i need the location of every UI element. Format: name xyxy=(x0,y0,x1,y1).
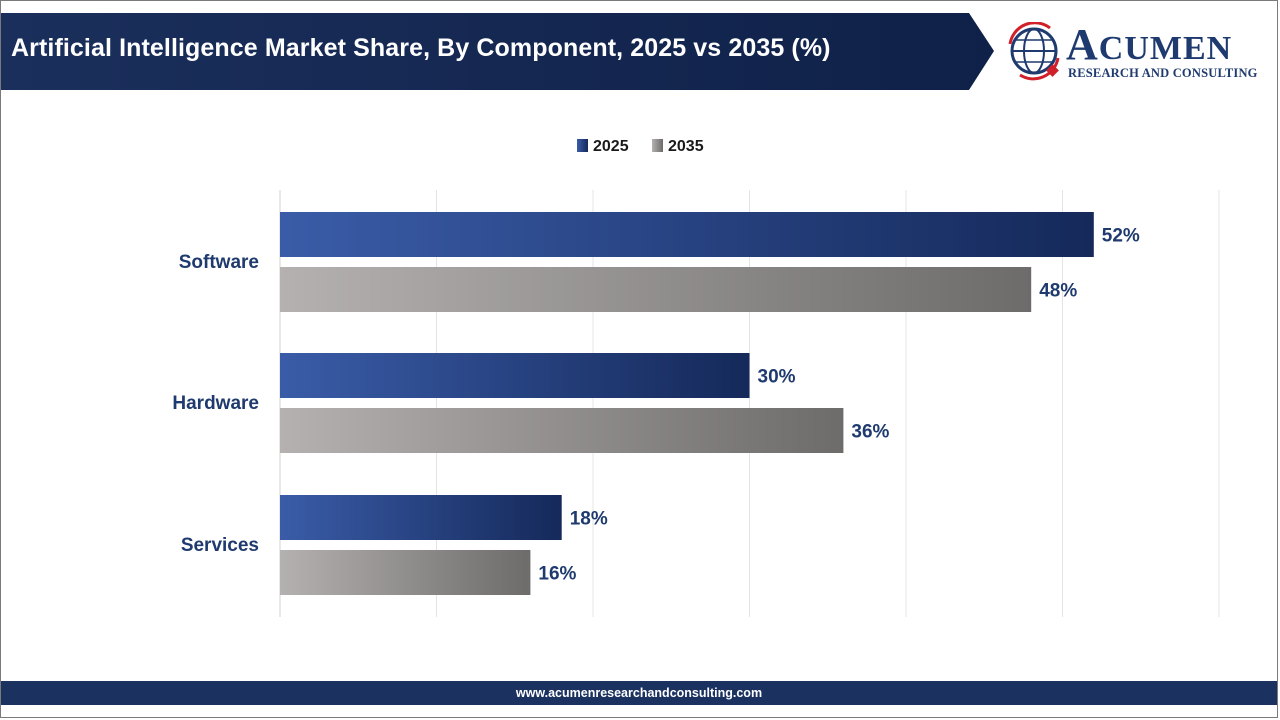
bar-hardware-2035 xyxy=(280,408,844,453)
logo-wordmark: ACUMEN xyxy=(1066,20,1233,69)
footer-url: www.acumenresearchandconsulting.com xyxy=(515,686,763,700)
bar-services-2025 xyxy=(280,495,562,540)
category-label-hardware: Hardware xyxy=(172,393,259,414)
category-label-software: Software xyxy=(179,252,259,273)
company-logo: ACUMEN RESEARCH AND CONSULTING xyxy=(1006,20,1268,84)
bar-software-2035 xyxy=(280,267,1032,312)
data-label-services-2025: 18% xyxy=(570,509,608,530)
data-label-services-2035: 16% xyxy=(538,564,576,585)
bar-hardware-2025 xyxy=(280,353,750,398)
data-label-software-2035: 48% xyxy=(1039,281,1077,302)
category-label-services: Services xyxy=(181,535,259,556)
data-label-software-2025: 52% xyxy=(1102,226,1140,247)
footer-bar: www.acumenresearchandconsulting.com xyxy=(1,681,1277,705)
legend-label-2025: 2025 xyxy=(593,138,629,155)
header-banner xyxy=(1,13,994,90)
data-label-hardware-2025: 30% xyxy=(758,367,796,388)
legend-swatch-2025 xyxy=(577,139,588,152)
legend-swatch-2035 xyxy=(652,139,663,152)
bar-chart: Software 52% 48% Hardware 30% 36% Services 18% 1… xyxy=(172,138,1220,617)
bar-software-2025 xyxy=(280,212,1094,257)
chart-title: Artificial Intelligence Market Share, By… xyxy=(11,34,831,62)
legend-label-2035: 2035 xyxy=(668,138,704,155)
globe-icon xyxy=(1008,22,1060,81)
logo-tagline: RESEARCH AND CONSULTING xyxy=(1068,66,1258,80)
bar-services-2035 xyxy=(280,550,531,595)
data-label-hardware-2035: 36% xyxy=(851,422,889,443)
